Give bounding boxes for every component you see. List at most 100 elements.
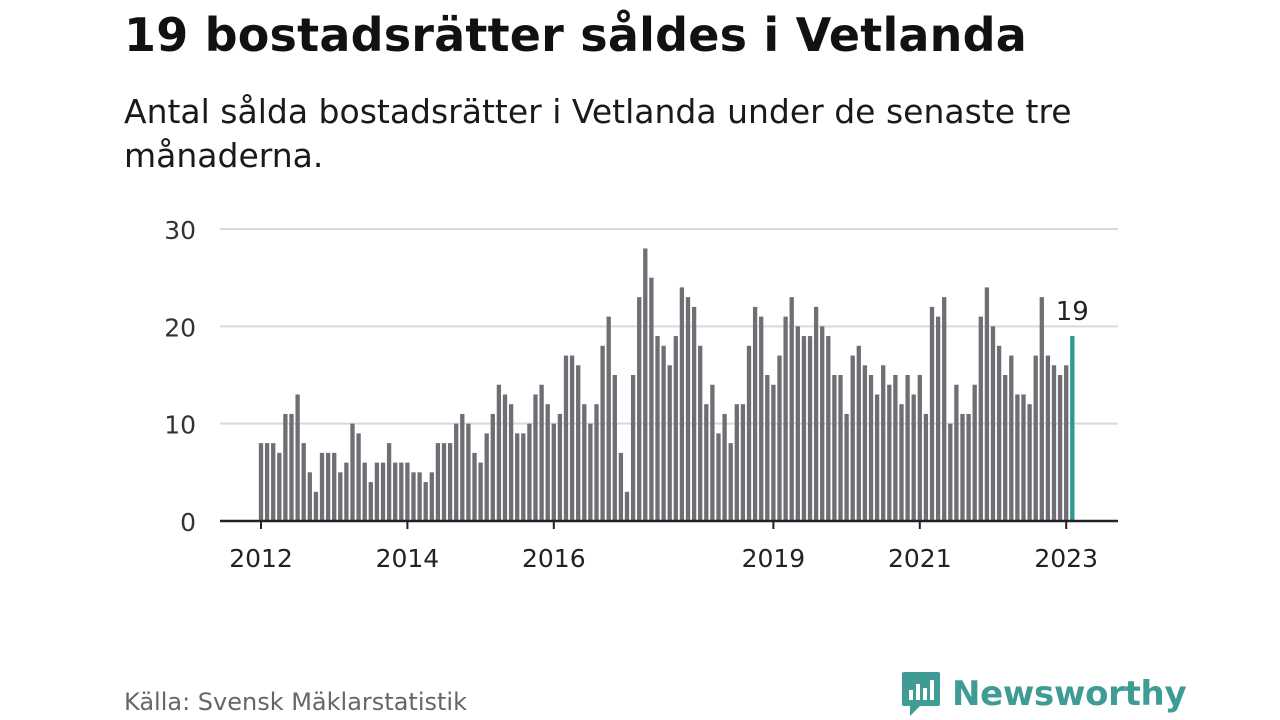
- bar: [411, 472, 416, 521]
- bar: [563, 355, 569, 521]
- bar: [606, 316, 611, 521]
- bar: [691, 306, 697, 521]
- bar: [899, 404, 904, 521]
- bar: [893, 375, 898, 521]
- bar: [319, 452, 325, 521]
- bar: [990, 326, 996, 521]
- bar: [356, 433, 361, 521]
- bar: [533, 394, 538, 521]
- bar: [1021, 394, 1026, 521]
- brand-logo[interactable]: Newsworthy: [900, 670, 1187, 718]
- bar: [588, 423, 593, 521]
- bar: [258, 443, 264, 521]
- bar: [667, 365, 672, 521]
- bar: [905, 375, 910, 521]
- bar-highlight: [1070, 336, 1075, 521]
- bar: [685, 297, 691, 521]
- bar: [460, 413, 465, 521]
- bar: [454, 423, 459, 521]
- brand-name: Newsworthy: [952, 674, 1187, 714]
- bar: [435, 443, 441, 521]
- x-tick-label: 2012: [229, 544, 293, 573]
- bar: [850, 355, 855, 521]
- bar: [655, 336, 660, 521]
- bar: [716, 433, 721, 521]
- bar: [551, 423, 556, 521]
- bar: [624, 491, 630, 521]
- bar: [881, 365, 886, 521]
- bar: [429, 472, 434, 521]
- bar: [612, 375, 617, 521]
- bar: [1015, 394, 1020, 521]
- bar: [264, 443, 270, 521]
- bar: [362, 462, 367, 521]
- bar: [942, 297, 947, 521]
- x-tick-label: 2014: [376, 544, 440, 573]
- bar: [844, 413, 849, 521]
- bar: [374, 462, 380, 521]
- bar: [759, 316, 764, 521]
- bar: [283, 413, 288, 521]
- bar: [978, 316, 983, 521]
- bar: [295, 394, 300, 521]
- bar: [649, 277, 654, 521]
- bar: [472, 452, 477, 521]
- bar: [832, 375, 837, 521]
- bar: [996, 345, 1002, 521]
- bar: [752, 306, 758, 521]
- bar: [820, 326, 825, 521]
- bar: [1027, 404, 1032, 521]
- data-labels: 19: [1056, 297, 1089, 327]
- bar: [277, 452, 282, 521]
- bar: [313, 491, 319, 521]
- bar: [289, 413, 294, 521]
- source-note: Källa: Svensk Mäklarstatistik: [124, 688, 467, 716]
- bar: [515, 433, 520, 521]
- bar: [630, 375, 636, 521]
- bar: [332, 452, 337, 521]
- bar: [1057, 375, 1063, 521]
- bar: [271, 443, 276, 521]
- bar: [972, 384, 977, 521]
- bar: [777, 355, 782, 521]
- bar: [338, 472, 343, 521]
- bar: [795, 326, 800, 521]
- x-tick-label: 2016: [522, 544, 586, 573]
- chart-title: 19 bostadsrätter såldes i Vetlanda: [124, 8, 1027, 62]
- x-tick-label: 2023: [1034, 544, 1098, 573]
- bar: [399, 462, 404, 521]
- bar: [813, 306, 819, 521]
- bar: [368, 482, 373, 521]
- bar: [984, 287, 990, 521]
- bar: [783, 316, 788, 521]
- bar: [484, 433, 489, 521]
- bar: [344, 462, 349, 521]
- bar: [923, 413, 929, 521]
- bar: [929, 306, 935, 521]
- bar: [594, 404, 599, 521]
- bar: [1033, 355, 1038, 521]
- bar: [545, 404, 550, 521]
- y-tick-label: 20: [164, 313, 196, 342]
- bar: [637, 297, 642, 521]
- bar: [600, 345, 605, 521]
- bar: [710, 384, 715, 521]
- bar: [447, 443, 453, 521]
- bar: [838, 375, 843, 521]
- bar: [539, 384, 544, 521]
- bar: [740, 404, 746, 521]
- bar: [911, 394, 916, 521]
- bar: [380, 462, 386, 521]
- bar: [1045, 355, 1051, 521]
- bar: [862, 365, 868, 521]
- bar: [643, 248, 648, 521]
- bar: [698, 345, 703, 521]
- bar-chart: 0 10 20 30 2012 2014 2016 2019 2021 2023 19: [164, 216, 1118, 573]
- bar: [1003, 375, 1008, 521]
- bar: [386, 443, 392, 521]
- chart-subtitle: Antal sålda bostadsrätter i Vetlanda und…: [124, 92, 1072, 175]
- newsworthy-logo-icon: [902, 672, 940, 716]
- bar: [661, 345, 666, 521]
- bar: [966, 413, 971, 521]
- bar: [801, 336, 807, 521]
